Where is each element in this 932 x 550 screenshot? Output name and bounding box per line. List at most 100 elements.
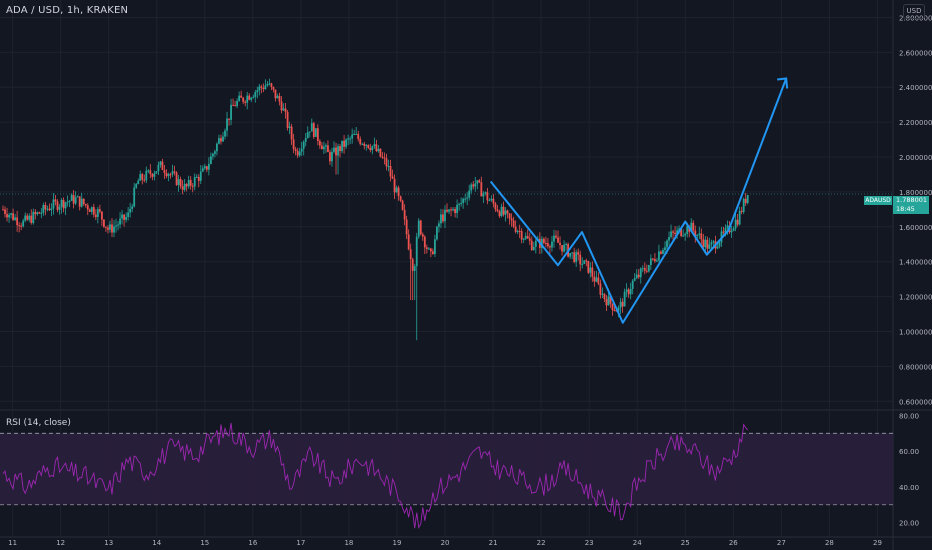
candle-body: [157, 164, 160, 172]
candle-body: [647, 264, 650, 272]
candle-body: [542, 238, 545, 243]
candle-body: [417, 220, 420, 237]
candle-body: [633, 278, 636, 281]
rsi-indicator-title[interactable]: RSI (14, close): [6, 418, 71, 428]
candle-body: [444, 209, 446, 222]
candle-body: [345, 139, 348, 147]
candle-body: [280, 101, 283, 111]
candle-body: [30, 215, 33, 223]
candle-body: [462, 198, 465, 203]
candle-body: [159, 161, 162, 165]
candle-body: [197, 176, 200, 181]
candle-body: [211, 153, 214, 157]
candle-body: [403, 209, 406, 220]
candle-body: [678, 228, 681, 231]
candle-body: [450, 209, 452, 211]
candle-body: [113, 226, 115, 233]
candle-body: [363, 143, 366, 146]
candle-body: [474, 183, 477, 187]
candle-body: [585, 260, 588, 262]
candle-body: [333, 147, 335, 152]
candle-body: [547, 243, 549, 247]
time-axis[interactable]: 11 12 13 14 15 16 17 18 19 20 21 22 23 24 25 26 27 28 29: [8, 539, 882, 547]
candle-body: [674, 232, 676, 235]
candle-body: [84, 203, 87, 206]
candle-body: [611, 303, 614, 311]
candle-body: [377, 148, 380, 152]
candle-body: [706, 239, 709, 249]
candle-body: [44, 204, 47, 210]
candle-body: [56, 201, 59, 210]
candle-body: [740, 210, 743, 212]
candle-body: [26, 215, 29, 220]
rsi-tick-label: 20.00: [899, 520, 919, 528]
candle-body: [545, 242, 547, 244]
symbol-title[interactable]: ADA / USD, 1h, KRAKEN: [6, 5, 129, 16]
candle-body: [393, 178, 396, 193]
candle-body: [201, 168, 204, 172]
candle-body: [668, 236, 670, 241]
candle-body: [448, 209, 450, 212]
candle-body: [365, 144, 368, 146]
candle-body: [123, 214, 125, 220]
candle-body: [296, 150, 299, 156]
candle-body: [228, 118, 230, 120]
candle-body: [14, 217, 17, 220]
price-tick-label: 1.200000: [899, 294, 932, 302]
candle-body: [94, 214, 97, 217]
candle-body: [232, 104, 234, 106]
candle-body: [524, 236, 527, 239]
time-tick-label: 21: [489, 539, 498, 547]
rsi-axis[interactable]: 20.00 40.00 60.00 80.00: [899, 412, 919, 527]
candle-body: [294, 149, 297, 151]
candle-body: [314, 128, 317, 137]
price-tag-value: 1.788001 18:45: [893, 196, 929, 214]
candle-body: [246, 95, 249, 103]
candle-body: [561, 245, 563, 252]
candle-body: [627, 289, 630, 295]
candle-body: [468, 190, 471, 198]
candle-body: [583, 260, 586, 264]
candle-body: [70, 195, 73, 201]
candle-body: [599, 283, 602, 295]
price-tick-label: 2.600000: [899, 49, 932, 57]
candle-body: [577, 252, 580, 255]
candle-body: [302, 141, 305, 149]
currency-button[interactable]: USD: [903, 4, 925, 19]
candle-body: [710, 242, 713, 245]
candle-body: [730, 230, 733, 233]
price-tag-countdown: 18:45: [896, 205, 915, 213]
rsi-band-fill: [0, 433, 893, 505]
candle-body: [559, 242, 561, 246]
candle-body: [98, 209, 101, 212]
candle-body: [205, 166, 208, 170]
candle-body: [411, 259, 414, 271]
candle-body: [34, 211, 37, 215]
candle-body: [216, 143, 218, 152]
candle-body: [551, 241, 553, 248]
candle-body: [534, 240, 537, 247]
candle-body: [284, 108, 287, 113]
candle-body: [480, 182, 483, 197]
candle-body: [563, 244, 565, 252]
candle-body: [234, 105, 236, 107]
candle-body: [464, 198, 467, 200]
candle-body: [373, 144, 376, 147]
price-pattern-drawing[interactable]: [489, 77, 789, 324]
candle-body: [530, 240, 533, 250]
candle-body: [476, 180, 479, 184]
candle-body: [399, 196, 402, 201]
price-tag-symbol: ADAUSD: [864, 196, 892, 205]
candle-body: [724, 228, 727, 233]
candle-body: [440, 214, 442, 224]
candle-body: [214, 151, 216, 154]
candle-body: [686, 226, 689, 234]
candle-body: [672, 231, 674, 233]
rsi-line: [2, 422, 749, 530]
candle-body: [486, 192, 489, 201]
candle-body: [149, 170, 152, 175]
candle-body: [738, 210, 741, 225]
candle-body: [508, 213, 511, 219]
candle-body: [603, 293, 606, 300]
